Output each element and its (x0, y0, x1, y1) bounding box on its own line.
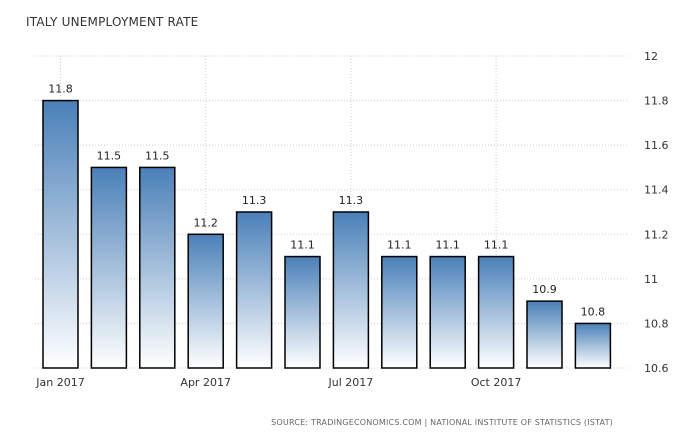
bar (381, 255, 418, 369)
bar (187, 233, 224, 369)
bar (526, 300, 563, 369)
y-tick-label: 11.6 (644, 139, 669, 152)
bar (429, 255, 466, 369)
y-tick-label: 10.8 (644, 317, 669, 330)
y-tick-label: 11.4 (644, 184, 669, 197)
bar (235, 211, 273, 369)
bar (139, 166, 176, 369)
bar (332, 211, 370, 369)
x-tick-label: Apr 2017 (180, 376, 231, 389)
y-tick-label: 11.8 (644, 95, 669, 108)
data-label: 11.1 (435, 239, 460, 252)
bar (42, 99, 79, 369)
data-label: 10.9 (532, 283, 557, 296)
bars: 11.8 11.5 11.5 11.2 11.3 11.1 11.3 11.1 11.1 11.1… (42, 83, 612, 369)
bar (574, 322, 612, 369)
data-label: 11.1 (290, 239, 315, 252)
x-tick-label: Oct 2017 (471, 376, 522, 389)
data-label: 11.3 (339, 194, 364, 207)
y-tick-label: 10.6 (644, 362, 669, 375)
y-tick-label: 11.2 (644, 228, 669, 241)
data-label: 11.1 (387, 239, 412, 252)
y-tick-label: 12 (644, 50, 658, 63)
data-label: 11.3 (242, 194, 267, 207)
chart-source: SOURCE: TRADINGECONOMICS.COM | NATIONAL … (271, 418, 613, 427)
bar (477, 255, 515, 369)
data-label: 11.2 (193, 216, 218, 229)
bar (90, 166, 128, 369)
y-axis: 10.6 10.8 11 11.2 11.4 11.6 11.8 12 (644, 50, 669, 375)
y-tick-label: 11 (644, 273, 658, 286)
chart-title: ITALY UNEMPLOYMENT RATE (26, 15, 198, 29)
bar (284, 255, 321, 369)
x-tick-label: Jan 2017 (35, 376, 84, 389)
data-label: 11.8 (48, 83, 73, 96)
x-axis: Jan 2017 Apr 2017 Jul 2017 Oct 2017 (35, 376, 521, 389)
data-label: 10.8 (581, 305, 606, 318)
x-tick-label: Jul 2017 (328, 376, 374, 389)
data-label: 11.5 (145, 149, 170, 162)
data-label: 11.5 (97, 149, 122, 162)
data-label: 11.1 (484, 239, 509, 252)
